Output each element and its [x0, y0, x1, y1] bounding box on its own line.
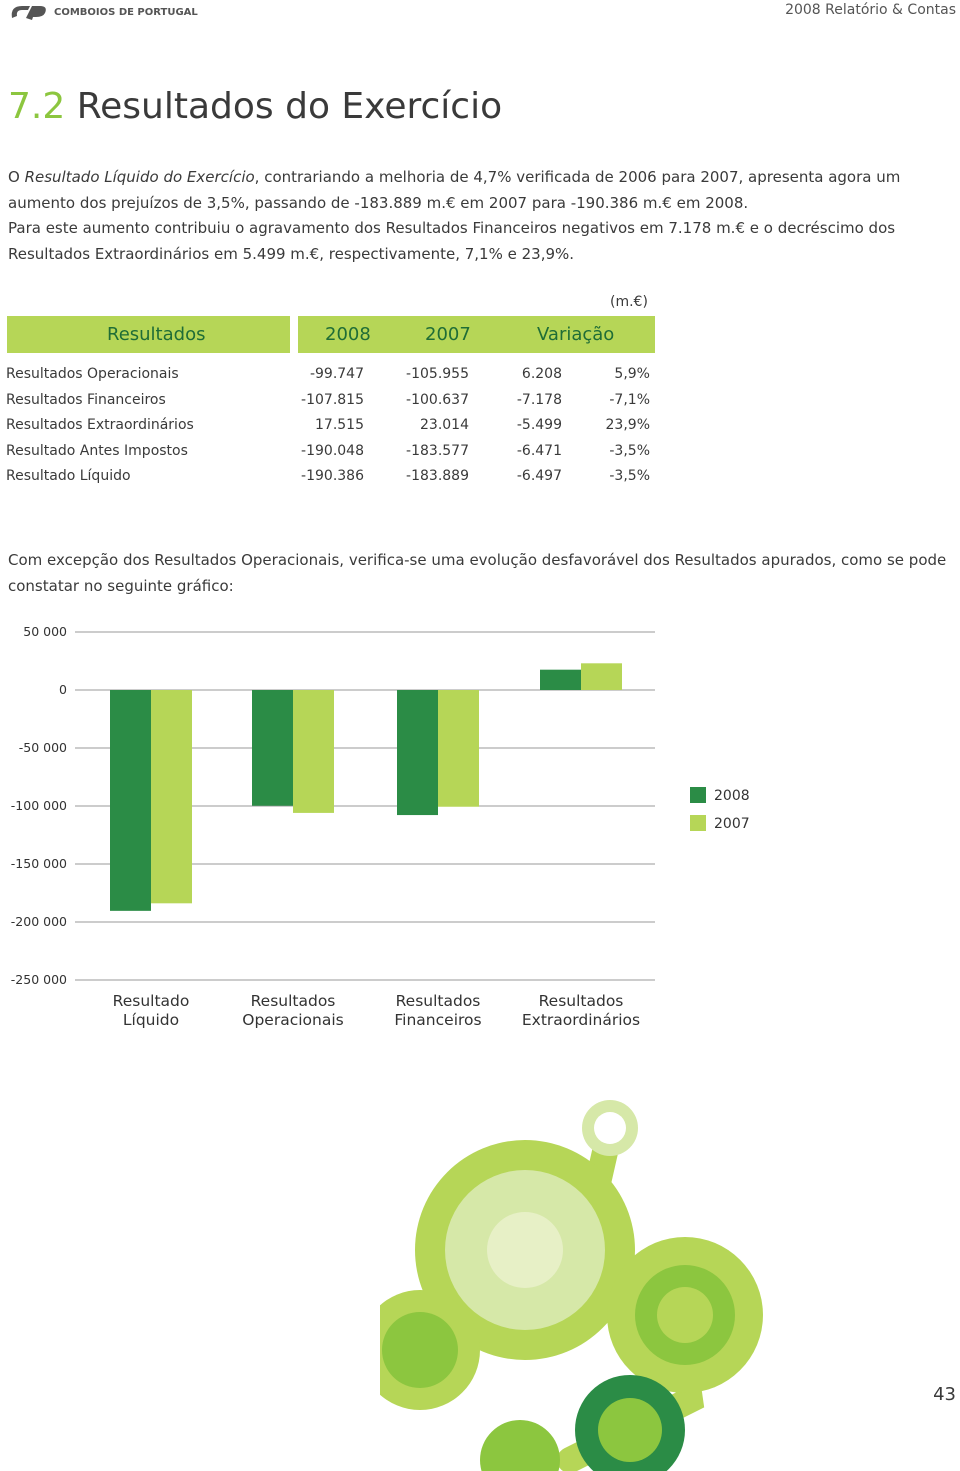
table-cell: -190.386 — [301, 468, 364, 484]
table-cell: -183.577 — [406, 442, 469, 459]
chart-intro: Com excepção dos Resultados Operacionais… — [8, 551, 947, 595]
unit: (m.€) — [610, 294, 648, 310]
table-cell: -6.471 — [516, 442, 562, 459]
table-cell: 23,9% — [605, 417, 650, 433]
bar — [540, 669, 581, 690]
table-cell: Resultado Líquido — [6, 468, 131, 484]
text: O — [8, 168, 25, 186]
x-tick-label: Resultados Operacionais — [242, 992, 344, 1029]
table-cell: 6.208 — [521, 366, 562, 382]
y-tick-label: -250 000 — [11, 972, 67, 987]
table-cell: -5.499 — [516, 417, 562, 433]
table-cell: Resultados Operacionais — [6, 366, 179, 382]
table-cell: 23.014 — [420, 417, 469, 433]
y-tick-label: 50 000 — [23, 624, 67, 639]
table-cell: -7.178 — [516, 391, 562, 408]
y-tick-label: -100 000 — [11, 798, 67, 813]
table-header-cell: Variação — [537, 324, 615, 345]
section-title: 7.2 Resultados do Exercício — [8, 86, 502, 127]
table-cell: -100.637 — [406, 391, 469, 408]
table-cell: Resultado Antes Impostos — [6, 442, 188, 459]
logo-text: COMBOIOS DE PORTUGAL — [54, 6, 198, 18]
table-cell: -183.889 — [406, 468, 469, 484]
table-cell: 5,9% — [614, 366, 650, 382]
y-tick-label: -150 000 — [11, 856, 67, 871]
table-cell: Resultados Extraordinários — [6, 417, 194, 433]
x-tick-label: Resultados Financeiros — [394, 992, 482, 1029]
page-number: 43 — [933, 1384, 956, 1405]
table-cell: -105.955 — [406, 366, 469, 382]
table-cell: -6.497 — [516, 468, 562, 484]
table-header-cell: 2008 — [325, 324, 371, 345]
bar — [252, 690, 293, 806]
section-text: Resultados do Exercício — [76, 86, 503, 127]
intro: O Resultado Líquido do Exercício, contra… — [8, 165, 958, 267]
table-cell: -7,1% — [609, 391, 650, 408]
bar — [110, 690, 151, 911]
legend-label: 2008 — [714, 788, 750, 804]
bar — [438, 690, 479, 807]
table-header-cell: Resultados — [107, 324, 206, 345]
bar — [581, 663, 622, 690]
y-tick-label: -50 000 — [19, 740, 67, 755]
bar — [397, 690, 438, 816]
decoration — [380, 1100, 763, 1471]
logo-mark — [11, 6, 46, 20]
table-header: Resultados 2008 2007 Variação — [7, 316, 655, 353]
y-tick-label: 0 — [59, 682, 67, 697]
table-cell: -99.747 — [309, 366, 364, 382]
table-cell: 17.515 — [315, 417, 364, 433]
legend-swatch — [690, 815, 706, 831]
section-number: 7.2 — [8, 86, 66, 127]
report-title: 2008 Relatório & Contas — [785, 2, 956, 18]
table-cell: Resultados Financeiros — [6, 391, 166, 408]
legend-swatch — [690, 787, 706, 803]
x-tick-label: Resultados Extraordinários — [521, 992, 641, 1029]
table-cell: -107.815 — [301, 391, 364, 408]
bar — [151, 690, 192, 904]
table-cell: -190.048 — [301, 442, 364, 459]
table-cell: -3,5% — [609, 442, 650, 459]
bar — [293, 690, 334, 813]
logo: COMBOIOS DE PORTUGAL — [8, 2, 198, 22]
legend-label: 2007 — [714, 816, 750, 832]
emphasis: Resultado Líquido do Exercício — [24, 168, 255, 186]
x-tick-label: Resultado Líquido — [112, 992, 190, 1029]
text: Para este aumento contribuiu o agravamen… — [8, 219, 896, 263]
table-cell: -3,5% — [609, 468, 650, 484]
chart: 50 000 0 -50 000 -100 000 -150 000 -200 000 -2… — [11, 624, 750, 987]
text: , contrariando a melhoria de 4,7% verifi… — [8, 168, 901, 212]
y-tick-label: -200 000 — [11, 914, 67, 929]
table-header-cell: 2007 — [425, 324, 471, 345]
